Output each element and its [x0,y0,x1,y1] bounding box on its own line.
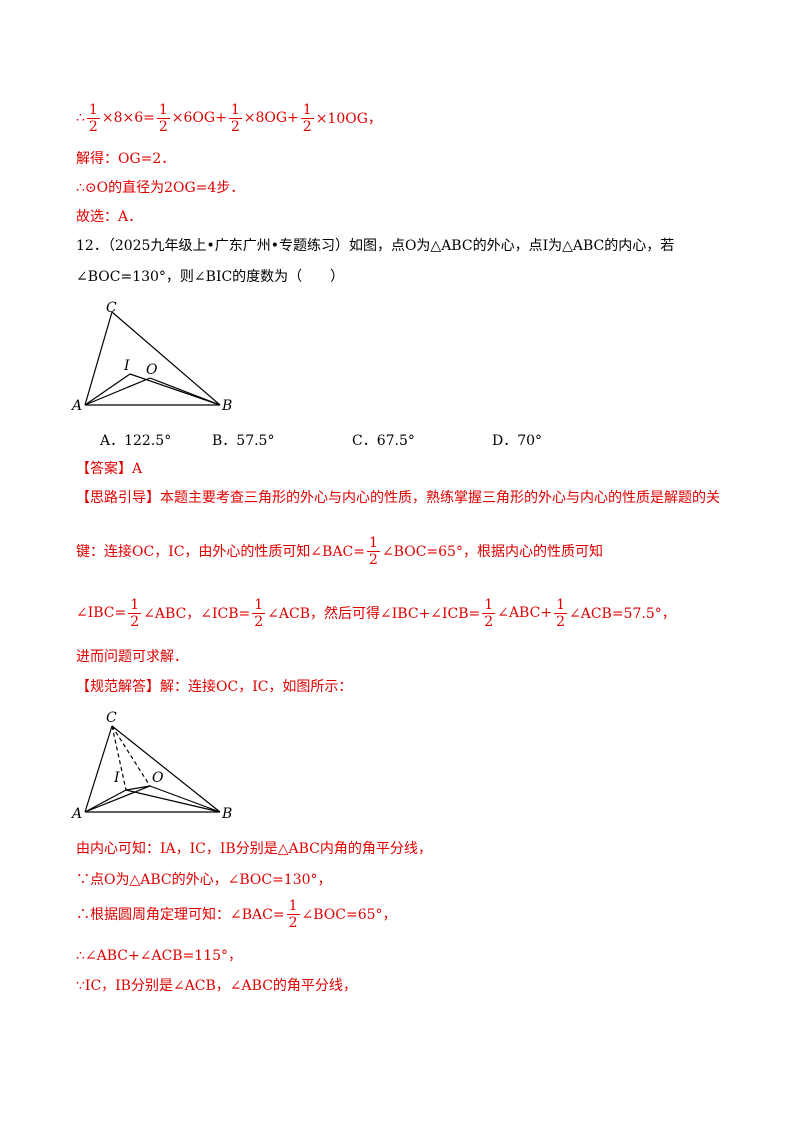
text: ∠ACB=57.5°， [568,606,676,622]
text: 【答案】A [76,461,143,477]
text: ×10OG， [315,111,382,127]
numerator: 1 [482,596,496,614]
text: 【规范解答】解：连接OC，IC，如图所示： [76,679,353,695]
text-line: ∵点O为△ABC的外心，∠BOC=130°， [76,859,332,899]
text: ∠ABC+ [497,605,553,621]
denominator: 2 [254,613,264,630]
denominator: 2 [130,613,140,630]
point-label: A [70,806,82,822]
text-line: 键：连接OC，IC，由外心的性质可知∠BAC= 1 2 ∠BOC=65°，根据内心的性… [76,531,603,571]
text: 进而问题可求解． [76,649,188,665]
denominator: 2 [484,613,494,630]
denominator: 2 [288,914,298,931]
text: 键：连接OC，IC，由外心的性质可知∠BAC= [76,544,366,560]
text-line: ∴ 1 2 ×8×6= 1 2 ×6OG+ 1 2 ×8OG+ 1 2 ×10OG， [76,98,382,138]
point-label: O [152,770,164,786]
denominator: 2 [302,118,312,135]
text-line: 12．（2025九年级上•广东广州•专题练习）如图，点O为△ABC的外心，点I为… [76,225,674,265]
denominator: 2 [230,118,240,135]
text: ∴ [76,110,85,126]
text-line: ∠BOC=130°，则∠BIC的度数为（ ） [76,256,344,296]
text: 解得：OG=2． [76,151,176,167]
text: 12．（2025九年级上•广东广州•专题练习）如图，点O为△ABC的外心，点I为… [76,238,675,254]
option: A．122.5° [100,433,172,449]
numerator: 1 [286,897,300,915]
point-label: B [221,806,232,822]
option: B．57.5° [212,433,275,449]
option: D．70° [492,433,543,449]
text-line: 【答案】A [76,448,142,488]
text: ∴∠ABC+∠ACB=115°， [76,948,243,964]
point-label: I [123,358,130,374]
denominator: 2 [88,118,98,135]
text: 【思路引导】本题主要考查三角形的外心与内心的性质，熟练掌握三角形的外心与内心的性… [76,490,720,506]
text: 由内心可知：IA，IC，IB分别是△ABC内角的角平分线， [76,841,432,857]
text: ∴⊙O的直径为2OG=4步． [76,180,245,196]
text: ∠BOC=130°，则∠BIC的度数为（ ） [76,269,345,285]
text: ∠ACB，然后可得∠IBC+∠ICB= [267,606,481,622]
denominator: 2 [556,613,565,630]
point-label: A [70,398,82,414]
denominator: 2 [158,118,168,135]
text-line: ∴∠ABC+∠ACB=115°， [76,935,242,975]
numerator: 1 [156,101,170,119]
text: ∠ABC，∠ICB= [143,606,251,622]
text: ∠BOC=65°，根据内心的性质可知 [381,544,603,560]
text: ×8OG+ [243,110,299,126]
point-label: O [146,362,158,378]
text: ∵点O为△ABC的外心，∠BOC=130°， [76,872,332,888]
text-line: 【规范解答】解：连接OC，IC，如图所示： [76,666,352,706]
numerator: 1 [86,101,100,119]
text: ∠IBC= [76,605,127,621]
text: ×6OG+ [171,110,227,126]
option: C．67.5° [352,433,415,449]
text-line: 解得：OG=2． [76,138,175,178]
point-label: I [113,770,120,786]
text: 故选：A． [76,209,143,225]
text: ∠BOC=65°， [301,907,397,923]
text: ×8×6= [101,110,155,126]
text-line: ∴根据圆周角定理可知：∠BAC= 1 2 ∠BOC=65°， [76,894,397,934]
point-label: B [221,398,232,414]
numerator: 1 [300,101,314,119]
numerator: 1 [228,101,242,119]
numerator: 1 [252,596,266,614]
text-line: ∠IBC= 1 2 ∠ABC，∠ICB= 1 2 ∠ACB，然后可得∠IBC+∠ICB= 1 2… [76,593,676,633]
text-line: 故选：A． [76,196,142,236]
numerator: 1 [367,534,380,552]
text: ∴根据圆周角定理可知：∠BAC= [76,907,285,923]
text-line: ∴⊙O的直径为2OG=4步． [76,167,244,207]
text: ∵IC，IB分别是∠ACB，∠ABC的角平分线， [76,978,357,994]
point-label: C [106,710,117,726]
text-line: 由内心可知：IA，IC，IB分别是△ABC内角的角平分线， [76,828,432,868]
figure: C I O A B [70,710,232,822]
text-line: 【思路引导】本题主要考查三角形的外心与内心的性质，熟练掌握三角形的外心与内心的性… [76,477,720,517]
text-line: 进而问题可求解． [76,636,188,676]
point-label: C [106,300,117,316]
numerator: 1 [128,596,142,614]
figure: C I O A B [70,300,232,414]
numerator: 1 [554,596,567,614]
text-line: ∵IC，IB分别是∠ACB，∠ABC的角平分线， [76,965,357,1005]
denominator: 2 [369,551,378,568]
